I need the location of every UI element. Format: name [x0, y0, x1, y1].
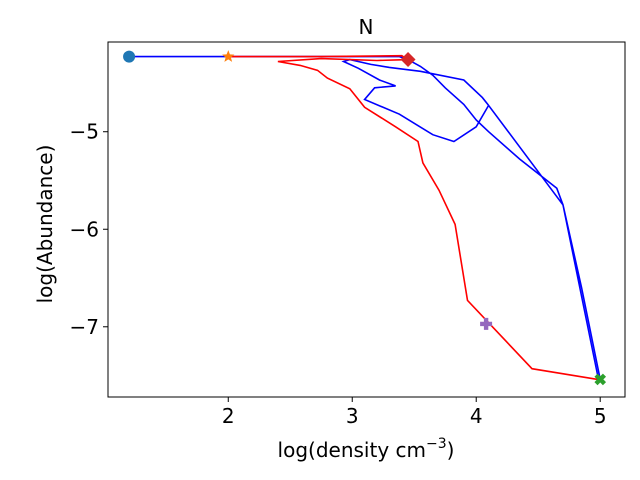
chart-title: N	[359, 15, 374, 39]
plot-frame	[107, 41, 626, 398]
x-axis-label-main: log(density cm	[278, 438, 426, 462]
diamond-marker	[400, 52, 416, 68]
x-marker	[594, 373, 607, 386]
x-axis-label: log(density cm−3)	[278, 436, 455, 462]
markers	[123, 50, 607, 386]
y-axis-label: log(Abundance)	[33, 145, 57, 304]
y-tick-label: −5	[70, 120, 99, 144]
x-axis: 2 3 4 5	[222, 397, 607, 428]
circle-marker	[123, 50, 136, 63]
y-axis: −5 −6 −7	[70, 120, 108, 339]
star-marker	[222, 50, 235, 62]
series-line-0	[129, 55, 601, 380]
x-tick-label: 5	[594, 404, 607, 428]
series-line-1	[228, 54, 598, 381]
x-tick-label: 2	[222, 404, 235, 428]
x-tick-label: 4	[470, 404, 483, 428]
y-tick-label: −7	[70, 315, 99, 339]
series-lines	[129, 54, 601, 381]
y-tick-label: −6	[70, 217, 99, 241]
x-axis-label-sup: −3	[426, 436, 447, 452]
x-tick-label: 3	[346, 404, 359, 428]
plus-marker	[480, 317, 493, 330]
x-axis-label-close: )	[447, 438, 455, 462]
